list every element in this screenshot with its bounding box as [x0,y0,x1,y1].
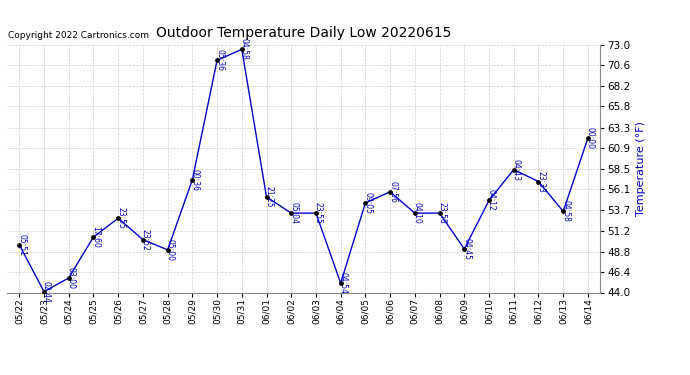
Point [384,189,395,195]
Text: 00:00: 00:00 [586,127,595,149]
Text: 04:43: 04:43 [512,159,521,181]
Point [212,57,223,63]
Point [409,210,420,216]
Point [360,200,371,206]
Point [88,234,99,240]
Point [286,210,297,216]
Text: 05:04: 05:04 [289,202,298,224]
Text: 04:58: 04:58 [561,201,570,222]
Y-axis label: Temperature (°F): Temperature (°F) [636,122,646,216]
Text: 17:60: 17:60 [91,226,100,248]
Point [434,210,445,216]
Text: 23:58: 23:58 [437,202,446,224]
Text: 23:52: 23:52 [141,229,150,251]
Point [39,289,50,295]
Point [509,166,520,172]
Title: Outdoor Temperature Daily Low 20220615: Outdoor Temperature Daily Low 20220615 [156,26,451,40]
Text: 23:33: 23:33 [536,171,545,192]
Point [162,247,173,253]
Text: 04:58: 04:58 [239,38,248,60]
Text: 07:56: 07:56 [388,181,397,203]
Text: 21:25: 21:25 [264,186,273,208]
Point [310,210,322,216]
Point [137,237,148,243]
Text: 04:45: 04:45 [462,238,471,260]
Text: 05:51: 05:51 [17,234,26,256]
Text: 23:55: 23:55 [314,202,323,224]
Point [261,194,272,200]
Point [533,178,544,184]
Text: 00:36: 00:36 [190,169,199,191]
Point [484,197,495,203]
Text: 04:12: 04:12 [487,189,496,211]
Text: 02:44: 02:44 [42,281,51,303]
Text: 04:10: 04:10 [413,202,422,224]
Point [187,177,198,183]
Point [14,242,25,248]
Text: 09:05: 09:05 [364,192,373,214]
Text: 23:55: 23:55 [116,207,125,229]
Point [335,280,346,286]
Text: 05:00: 05:00 [166,239,175,261]
Text: Copyright 2022 Cartronics.com: Copyright 2022 Cartronics.com [8,30,149,39]
Point [582,135,593,141]
Point [63,275,75,281]
Point [236,46,247,52]
Text: 05:36: 05:36 [215,50,224,71]
Point [112,215,124,221]
Point [558,209,569,214]
Point [459,246,470,252]
Text: 03:00: 03:00 [67,267,76,289]
Text: 04:54: 04:54 [339,272,348,294]
